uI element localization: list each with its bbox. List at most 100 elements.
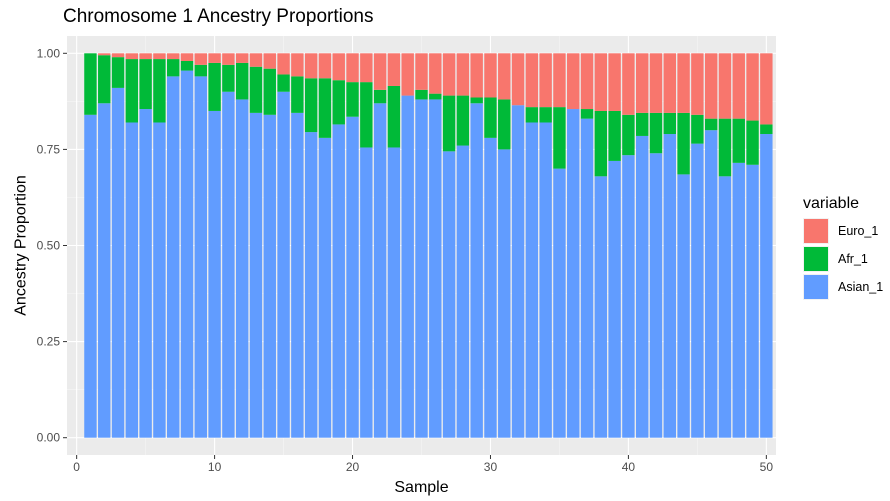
bar-afr-1-sample-11 bbox=[222, 64, 235, 92]
x-tick-label: 40 bbox=[622, 460, 636, 474]
bar-euro-1-sample-29 bbox=[470, 53, 483, 98]
bar-asian-1-sample-1 bbox=[84, 114, 97, 438]
y-tick-label: 0.00 bbox=[37, 431, 61, 445]
bar-afr-1-sample-3 bbox=[111, 57, 125, 88]
bar-asian-1-sample-48 bbox=[732, 162, 745, 438]
bar-asian-1-sample-39 bbox=[608, 160, 621, 438]
bar-afr-1-sample-45 bbox=[691, 114, 704, 144]
bar-afr-1-sample-13 bbox=[249, 66, 263, 113]
bar-euro-1-sample-17 bbox=[304, 53, 318, 79]
bar-afr-1-sample-10 bbox=[208, 62, 221, 111]
bar-asian-1-sample-2 bbox=[98, 103, 111, 438]
bar-asian-1-sample-31 bbox=[498, 149, 511, 438]
y-axis-title: Ancestry Proportion bbox=[13, 175, 30, 316]
bar-afr-1-sample-37 bbox=[580, 109, 594, 119]
legend-label-afr-1: Afr_1 bbox=[838, 252, 868, 266]
bar-euro-1-sample-32 bbox=[511, 53, 525, 106]
bar-asian-1-sample-6 bbox=[153, 122, 166, 438]
bar-euro-1-sample-21 bbox=[360, 53, 373, 83]
legend: variable Euro_1 Afr_1 Asian_1 bbox=[803, 195, 883, 300]
y-axis: 0.00 0.25 0.50 0.75 1.00 bbox=[37, 46, 67, 445]
bar-asian-1-sample-33 bbox=[525, 122, 539, 438]
bar-asian-1-sample-17 bbox=[304, 132, 318, 438]
bar-euro-1-sample-34 bbox=[539, 53, 552, 108]
bar-afr-1-sample-41 bbox=[635, 112, 649, 136]
bar-afr-1-sample-39 bbox=[608, 110, 621, 161]
bar-asian-1-sample-29 bbox=[470, 103, 483, 438]
bar-afr-1-sample-23 bbox=[387, 85, 401, 148]
bar-afr-1-sample-40 bbox=[622, 114, 635, 156]
bar-afr-1-sample-19 bbox=[332, 80, 345, 125]
bar-afr-1-sample-35 bbox=[553, 107, 566, 169]
bar-afr-1-sample-49 bbox=[746, 120, 759, 165]
bar-asian-1-sample-14 bbox=[263, 114, 276, 438]
bar-afr-1-sample-21 bbox=[360, 82, 373, 148]
x-axis-title: Sample bbox=[394, 479, 448, 496]
bar-asian-1-sample-8 bbox=[180, 70, 194, 438]
bar-asian-1-sample-13 bbox=[249, 112, 263, 438]
bar-asian-1-sample-44 bbox=[677, 174, 690, 438]
x-tick-label: 0 bbox=[73, 460, 80, 474]
bar-euro-1-sample-20 bbox=[346, 53, 359, 83]
bar-asian-1-sample-26 bbox=[429, 99, 442, 438]
bar-asian-1-sample-38 bbox=[594, 176, 608, 438]
bar-asian-1-sample-4 bbox=[125, 122, 139, 438]
bar-euro-1-sample-23 bbox=[387, 53, 401, 86]
y-tick-label: 0.75 bbox=[37, 142, 61, 156]
bar-afr-1-sample-44 bbox=[677, 112, 690, 175]
bar-euro-1-sample-44 bbox=[677, 53, 690, 113]
bar-euro-1-sample-37 bbox=[580, 53, 594, 110]
bar-afr-1-sample-28 bbox=[456, 95, 470, 146]
x-tick-label: 30 bbox=[484, 460, 498, 474]
y-tick-label: 0.50 bbox=[37, 239, 61, 253]
bar-asian-1-sample-10 bbox=[208, 110, 221, 438]
bar-afr-1-sample-4 bbox=[125, 59, 139, 123]
bar-euro-1-sample-33 bbox=[525, 53, 539, 108]
bar-asian-1-sample-11 bbox=[222, 91, 235, 438]
bar-afr-1-sample-48 bbox=[732, 118, 745, 163]
bar-euro-1-sample-48 bbox=[732, 53, 745, 119]
bar-asian-1-sample-19 bbox=[332, 124, 345, 438]
x-tick-label: 10 bbox=[208, 460, 222, 474]
y-tick-label: 0.25 bbox=[37, 335, 61, 349]
bar-afr-1-sample-50 bbox=[760, 124, 773, 135]
bar-afr-1-sample-18 bbox=[318, 78, 332, 138]
bar-euro-1-sample-3 bbox=[111, 53, 125, 58]
legend-label-asian-1: Asian_1 bbox=[838, 280, 883, 294]
bar-asian-1-sample-27 bbox=[442, 151, 456, 438]
bar-euro-1-sample-16 bbox=[291, 53, 304, 77]
bar-euro-1-sample-24 bbox=[401, 53, 414, 96]
bar-afr-1-sample-47 bbox=[718, 118, 732, 177]
bar-euro-1-sample-38 bbox=[594, 53, 608, 111]
bar-afr-1-sample-26 bbox=[429, 93, 442, 100]
bar-euro-1-sample-22 bbox=[373, 53, 387, 90]
bar-afr-1-sample-33 bbox=[525, 107, 539, 123]
bar-euro-1-sample-36 bbox=[567, 53, 580, 110]
bar-afr-1-sample-46 bbox=[704, 118, 718, 131]
bar-afr-1-sample-30 bbox=[484, 97, 497, 138]
bar-euro-1-sample-18 bbox=[318, 53, 332, 79]
bar-asian-1-sample-36 bbox=[567, 109, 580, 438]
bar-afr-1-sample-27 bbox=[442, 95, 456, 152]
bar-euro-1-sample-19 bbox=[332, 53, 345, 81]
bar-asian-1-sample-15 bbox=[277, 91, 290, 438]
bar-euro-1-sample-5 bbox=[139, 53, 152, 60]
bar-asian-1-sample-40 bbox=[622, 155, 635, 438]
bar-asian-1-sample-3 bbox=[111, 87, 125, 438]
bar-asian-1-sample-12 bbox=[235, 99, 249, 438]
bar-euro-1-sample-6 bbox=[153, 53, 166, 60]
bar-euro-1-sample-9 bbox=[194, 53, 208, 65]
x-tick-label: 50 bbox=[760, 460, 774, 474]
legend-swatch-asian-1 bbox=[804, 275, 828, 299]
bar-asian-1-sample-35 bbox=[553, 168, 566, 438]
bar-euro-1-sample-30 bbox=[484, 53, 497, 98]
y-tick-label: 1.00 bbox=[37, 46, 61, 60]
bar-afr-1-sample-31 bbox=[498, 99, 511, 150]
bar-asian-1-sample-37 bbox=[580, 118, 594, 438]
bar-afr-1-sample-9 bbox=[194, 64, 208, 77]
bar-asian-1-sample-34 bbox=[539, 122, 552, 438]
bar-afr-1-sample-12 bbox=[235, 62, 249, 100]
bar-afr-1-sample-15 bbox=[277, 74, 290, 92]
bar-asian-1-sample-22 bbox=[373, 103, 387, 438]
